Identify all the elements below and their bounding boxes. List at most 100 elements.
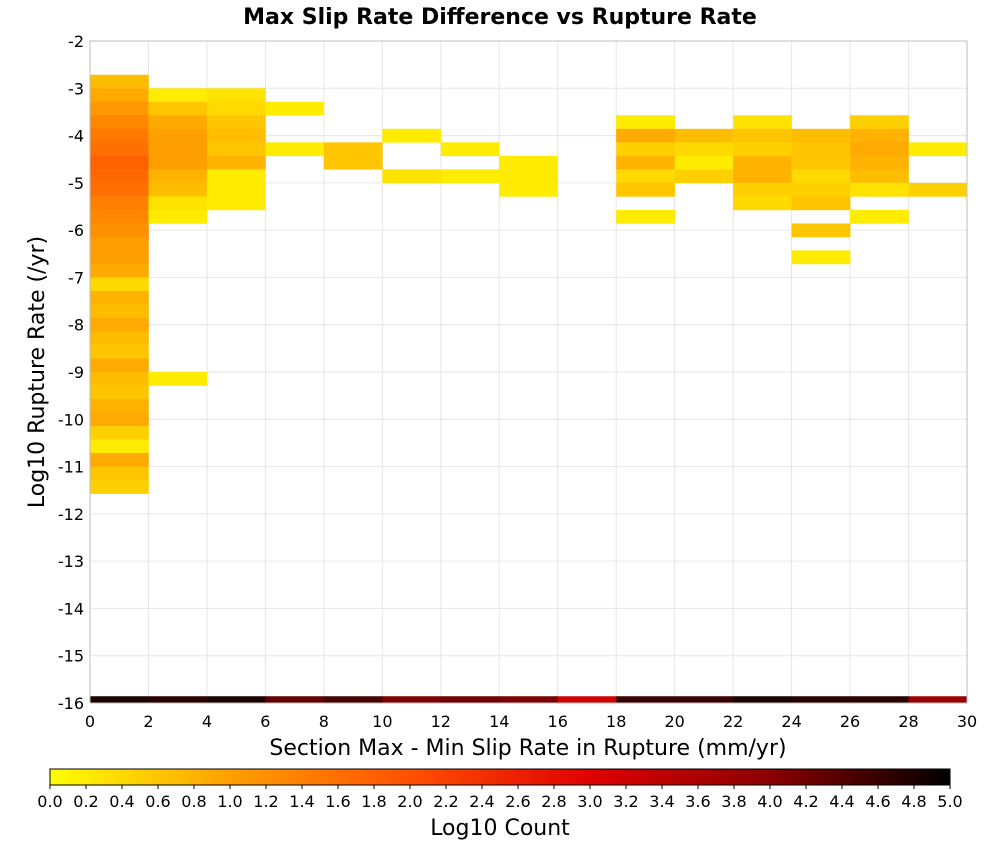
heatmap-cell (90, 453, 149, 467)
heatmap-cell (90, 426, 149, 440)
heatmap-cell (850, 182, 909, 197)
heatmap-cell (90, 88, 149, 103)
x-tick-label: 16 (548, 712, 568, 731)
colorbar-tick-label: 2.8 (541, 792, 566, 811)
heatmap-cell (90, 372, 149, 386)
colorbar-tick-label: 2.2 (433, 792, 458, 811)
heatmap-cell (148, 115, 208, 130)
heatmap-cell (674, 142, 734, 157)
heatmap-cell (850, 696, 909, 704)
x-axis-label: Section Max - Min Slip Rate in Rupture (… (269, 736, 786, 761)
heatmap-cell (90, 209, 149, 224)
plot-frame (89, 40, 968, 704)
heatmap-cell (90, 412, 149, 427)
heatmap-cell (733, 169, 792, 184)
heatmap-cell (148, 155, 208, 170)
heatmap-cell (323, 696, 383, 704)
heatmap-cell (206, 101, 266, 116)
heatmap-cell (148, 696, 208, 704)
heatmap-cell (674, 169, 734, 184)
heatmap-cell (90, 290, 149, 305)
heatmap-cell (90, 480, 149, 494)
colorbar-tick-label: 4.2 (793, 792, 818, 811)
heatmap-cell (616, 128, 675, 143)
x-tick-label: 18 (606, 712, 626, 731)
heatmap-cell (616, 115, 675, 130)
colorbar-tick-label: 3.0 (577, 792, 602, 811)
heatmap-cell (791, 182, 851, 197)
heatmap-cell (90, 115, 149, 130)
heatmap-cell (499, 182, 559, 197)
x-tick-label: 10 (372, 712, 392, 731)
heatmap-cell (850, 142, 909, 157)
heatmap-cell (791, 155, 851, 170)
colorbar-tick-label: 2.4 (469, 792, 494, 811)
heatmap-cell (733, 155, 792, 170)
heatmap-cell (674, 155, 734, 170)
heatmap-cell (148, 182, 208, 197)
colorbar-tick-label: 4.4 (829, 792, 854, 811)
heatmap-cell (206, 128, 266, 143)
heatmap-cell (206, 88, 266, 103)
heatmap-cell (90, 317, 149, 332)
heatmap-cell (674, 696, 734, 704)
x-axis-ticks: 0 2 4 6 8 10 12 14 16 18 20 22 24 26 28 30 (85, 712, 977, 731)
heatmap-cell (90, 466, 149, 481)
y-tick-label: -3 (68, 79, 84, 98)
x-tick-label: 2 (143, 712, 153, 731)
y-tick-label: -2 (68, 32, 84, 51)
heatmap-cell (148, 142, 208, 157)
heatmap-cell (499, 155, 559, 170)
heatmap-cell (616, 182, 675, 197)
heatmap-cell (90, 399, 149, 413)
heatmap-cell (265, 142, 325, 157)
x-tick-label: 20 (664, 712, 684, 731)
y-tick-label: -6 (68, 221, 84, 240)
heatmap-cell (90, 142, 149, 157)
heatmap-cell (206, 169, 266, 184)
y-axis-label: Log10 Rupture Rate (/yr) (25, 236, 50, 508)
heatmap-cell (440, 169, 500, 184)
heatmap-cell (90, 344, 149, 359)
heatmap-cell (850, 209, 909, 224)
heatmap-cell (616, 209, 675, 224)
x-tick-label: 6 (260, 712, 270, 731)
colorbar-tick-label: 3.8 (721, 792, 746, 811)
heatmap-cell (90, 263, 149, 278)
colorbar-tick-label: 5.0 (937, 792, 962, 811)
heatmap-cell (557, 696, 617, 704)
x-tick-label: 14 (489, 712, 509, 731)
heatmap-cell (908, 182, 968, 197)
colorbar-tick-label: 4.6 (865, 792, 890, 811)
heatmap-cell (382, 169, 442, 184)
heatmap-cell (733, 696, 792, 704)
y-tick-label: -11 (58, 458, 84, 477)
y-tick-label: -16 (58, 694, 84, 713)
colorbar-ticks: 0.0 0.2 0.4 0.6 0.8 1.0 1.2 1.4 1.6 1.8 2.0 2.2 2.4 2… (37, 785, 963, 811)
heatmap-cell (908, 696, 968, 704)
heatmap-cell (733, 128, 792, 143)
x-tick-label: 24 (781, 712, 801, 731)
heatmap-cell (90, 128, 149, 143)
heatmap-cell (90, 250, 149, 265)
heatmap-cell (265, 696, 325, 704)
colorbar-tick-label: 3.2 (613, 792, 638, 811)
heatmap-cell (90, 331, 149, 346)
y-tick-label: -14 (58, 599, 84, 618)
heatmap-cell (791, 128, 851, 143)
heatmap-cell (206, 115, 266, 130)
colorbar-tick-label: 4.8 (901, 792, 926, 811)
y-tick-label: -13 (58, 552, 84, 571)
colorbar-tick-label: 0.6 (145, 792, 170, 811)
colorbar-tick-label: 4.0 (757, 792, 782, 811)
heatmap-cell (499, 696, 559, 704)
heatmap-cell (850, 128, 909, 143)
heatmap-cell (206, 696, 266, 704)
heatmap-cell (90, 101, 149, 116)
heatmap-cell (850, 169, 909, 184)
colorbar-tick-label: 3.4 (649, 792, 674, 811)
colorbar-tick-label: 0.4 (109, 792, 134, 811)
heatmap-cell (440, 142, 500, 157)
heatmap-cell (148, 196, 208, 211)
heatmap-cell (148, 88, 208, 103)
